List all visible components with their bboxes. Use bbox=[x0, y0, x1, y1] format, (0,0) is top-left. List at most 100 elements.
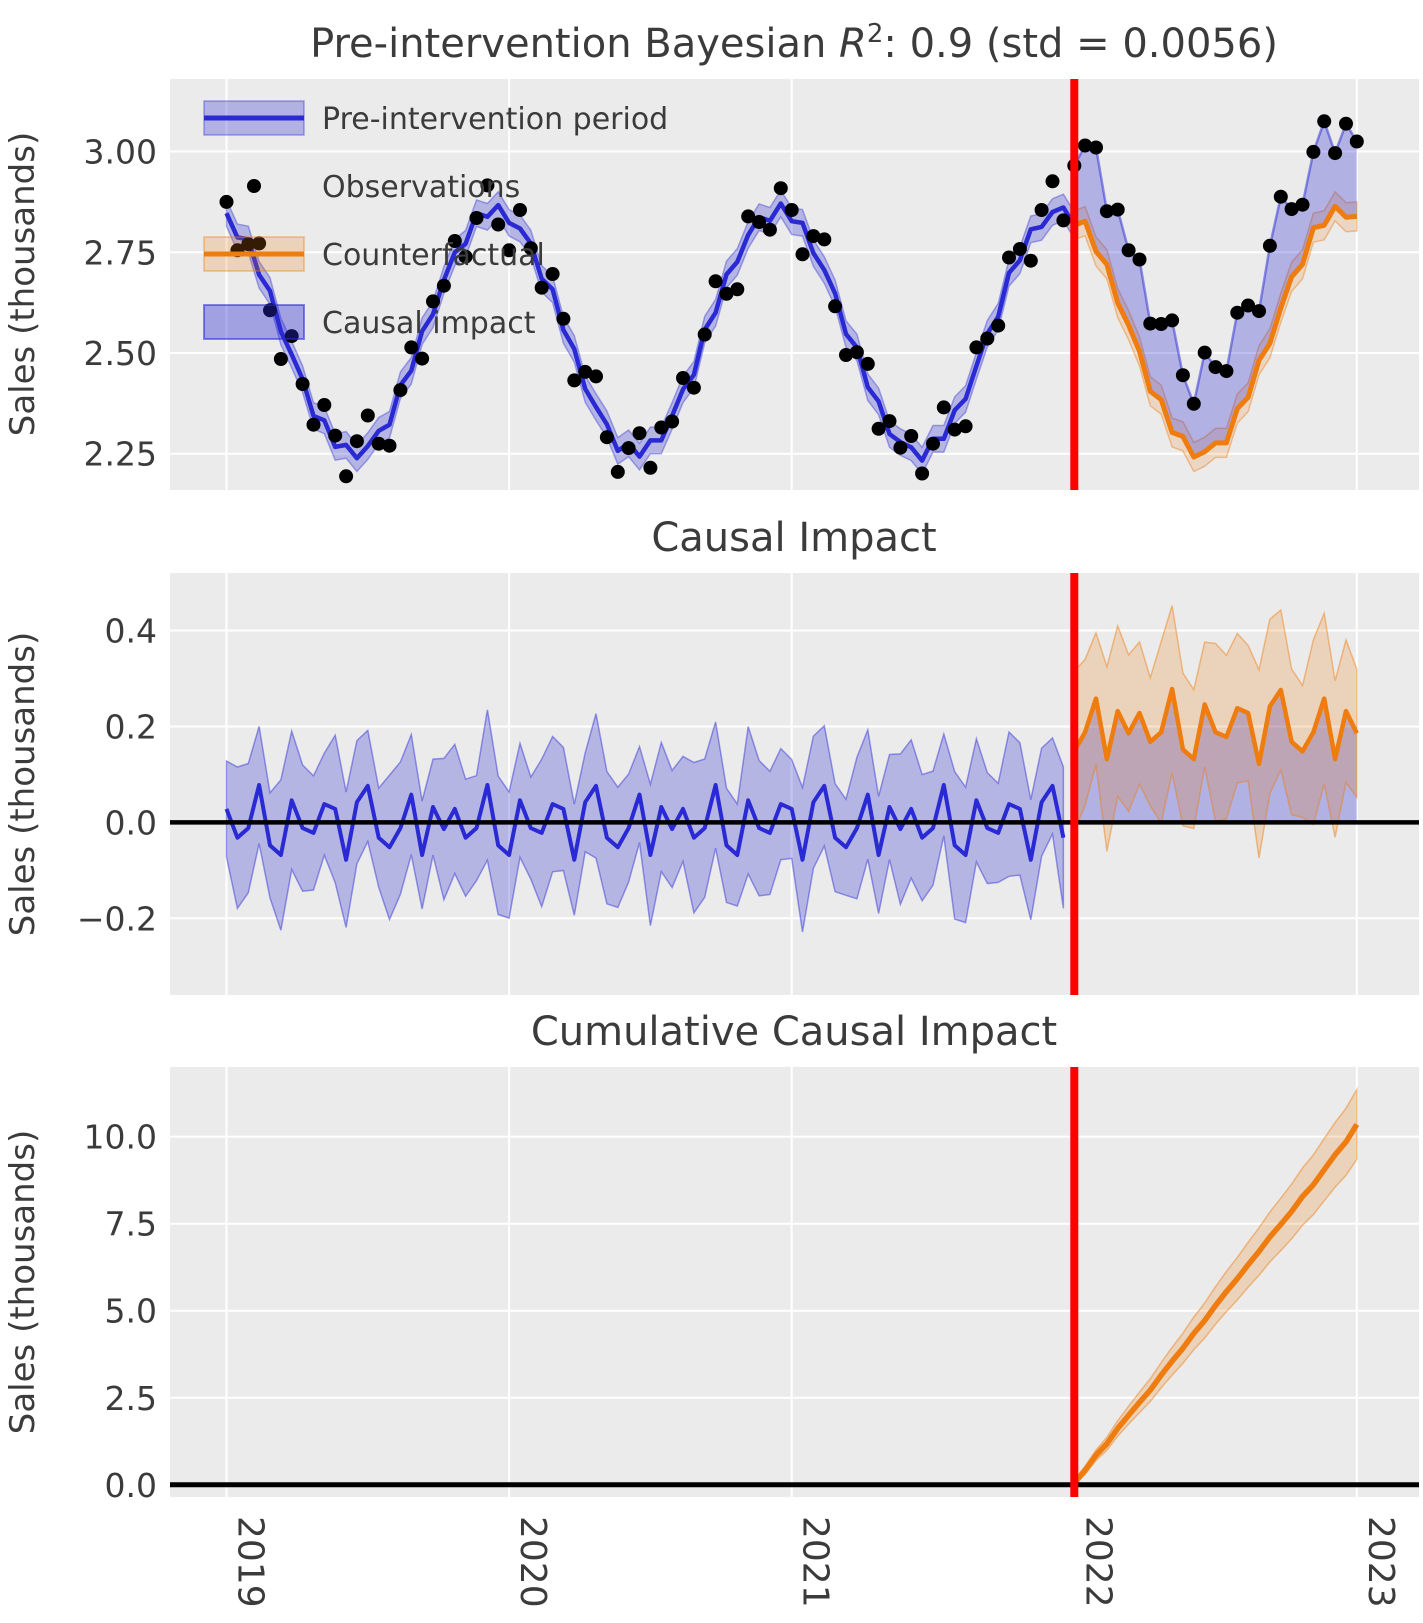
observation-dot bbox=[697, 327, 712, 342]
observation-dot bbox=[404, 340, 419, 355]
observation-dot bbox=[1034, 203, 1049, 217]
axis-tick-labels: 2.25 2.50 2.75 3.00 −0.2 0.0 0.2 0.4 0.0 2.5 5.0 7.… bbox=[77, 133, 1401, 1608]
observation-dot bbox=[426, 294, 440, 309]
observation-dot bbox=[719, 286, 734, 301]
observation-dot bbox=[762, 222, 777, 237]
observation-dot bbox=[893, 440, 908, 455]
y-tick-label: 2.75 bbox=[84, 233, 157, 272]
observation-dot bbox=[806, 229, 821, 244]
observation-dot bbox=[676, 371, 690, 385]
legend-label: Pre-intervention period bbox=[322, 102, 668, 137]
reference-lines bbox=[170, 79, 1419, 1497]
plot1-title-superscript: 2 bbox=[867, 19, 884, 49]
x-tick-label: 2022 bbox=[1077, 1516, 1118, 1608]
legend-swatch-causal-impact-patch bbox=[203, 304, 305, 340]
observation-dot bbox=[686, 380, 701, 395]
plot2-y-axis-label: Sales (thousands) bbox=[3, 632, 43, 936]
impact-post-line bbox=[1072, 686, 1359, 767]
observation-dot bbox=[513, 203, 527, 217]
observation-dot bbox=[599, 430, 614, 445]
plot1-title: Pre-intervention Bayesian R2: 0.9 (std =… bbox=[310, 19, 1278, 67]
plot3-title: Cumulative Causal Impact bbox=[531, 1009, 1057, 1055]
y-tick-label: 2.50 bbox=[84, 334, 157, 373]
observation-dot bbox=[1110, 202, 1125, 217]
x-tick-label: 2020 bbox=[512, 1516, 553, 1608]
plot1-title-prefix: Pre-intervention Bayesian bbox=[310, 21, 839, 67]
observation-dot bbox=[447, 234, 462, 248]
y-tick-label: 2.5 bbox=[105, 1379, 157, 1418]
observation-dot bbox=[1295, 197, 1310, 212]
observation-dot bbox=[828, 299, 843, 314]
observation-dot bbox=[415, 351, 430, 366]
y-tick-label: 0.0 bbox=[105, 1466, 157, 1505]
observation-dot bbox=[741, 209, 756, 224]
panel-1-background bbox=[170, 79, 1419, 490]
observation-dot bbox=[1143, 316, 1158, 331]
observation-dot bbox=[295, 377, 310, 391]
observation-dot bbox=[1175, 368, 1190, 383]
observation-dot bbox=[969, 340, 984, 355]
observation-dot bbox=[958, 419, 973, 434]
observation-dot bbox=[1306, 144, 1321, 159]
observation-dot bbox=[480, 178, 495, 193]
observation-dot bbox=[1219, 364, 1234, 379]
observation-dot bbox=[589, 369, 603, 384]
observation-dot bbox=[643, 460, 658, 475]
observation-dot bbox=[241, 237, 256, 252]
observation-dot bbox=[817, 232, 832, 247]
panel-backgrounds-and-grid bbox=[170, 79, 1419, 1497]
observation-dot bbox=[1023, 253, 1038, 268]
observation-dot bbox=[1132, 252, 1147, 267]
cumulative-line bbox=[1072, 1122, 1360, 1485]
observation-dot bbox=[491, 217, 506, 232]
observation-dot bbox=[1241, 298, 1256, 313]
observation-dot bbox=[349, 434, 364, 449]
observation-dot bbox=[882, 414, 897, 429]
observation-dot bbox=[1012, 242, 1027, 256]
y-tick-label: 3.00 bbox=[84, 133, 157, 172]
observation-dot bbox=[773, 181, 788, 196]
observation-dot bbox=[915, 466, 930, 481]
observation-dot bbox=[1262, 238, 1277, 253]
observation-dot bbox=[1186, 396, 1201, 411]
observation-dot bbox=[610, 464, 625, 479]
y-tick-label: 0.4 bbox=[105, 612, 157, 651]
observation-dot bbox=[730, 282, 745, 297]
observation-dot bbox=[1252, 304, 1266, 319]
observation-dot bbox=[328, 428, 343, 443]
x-tick-label: 2021 bbox=[795, 1516, 836, 1608]
counterfactual-line bbox=[1073, 203, 1357, 460]
observation-dot bbox=[708, 274, 723, 289]
observation-dot bbox=[1099, 204, 1114, 219]
plot1-title-math-r: R bbox=[839, 21, 867, 67]
observation-dot bbox=[871, 421, 886, 436]
observation-dot bbox=[1317, 114, 1332, 129]
observation-dot bbox=[458, 249, 473, 264]
observation-dot bbox=[1002, 250, 1016, 265]
observation-dot bbox=[502, 243, 517, 258]
y-tick-label: −0.2 bbox=[77, 899, 157, 938]
legend-label: Causal impact bbox=[322, 306, 536, 341]
y-tick-label: 5.0 bbox=[105, 1292, 157, 1331]
observation-dot bbox=[469, 211, 484, 225]
panel-2-background bbox=[170, 573, 1419, 995]
observation-dot bbox=[904, 429, 919, 443]
observation-dot bbox=[1056, 213, 1071, 228]
observation-dot bbox=[306, 417, 321, 432]
observation-dot bbox=[1089, 140, 1103, 155]
x-tick-label: 2019 bbox=[230, 1516, 271, 1608]
observation-dot bbox=[1121, 243, 1136, 258]
observation-dot bbox=[578, 364, 593, 379]
observation-dot bbox=[263, 303, 277, 318]
observation-dot bbox=[1165, 313, 1180, 328]
plot1-title-suffix: : 0.9 (std = 0.0056) bbox=[883, 21, 1278, 67]
observation-dot bbox=[523, 241, 538, 256]
y-tick-label: 7.5 bbox=[105, 1205, 157, 1244]
observation-dot bbox=[632, 426, 647, 441]
observation-dot bbox=[1045, 174, 1060, 189]
observation-dot bbox=[317, 398, 332, 412]
x-tick-label: 2023 bbox=[1360, 1516, 1401, 1608]
observation-dot bbox=[1208, 360, 1223, 375]
plot2-title: Causal Impact bbox=[651, 515, 936, 561]
